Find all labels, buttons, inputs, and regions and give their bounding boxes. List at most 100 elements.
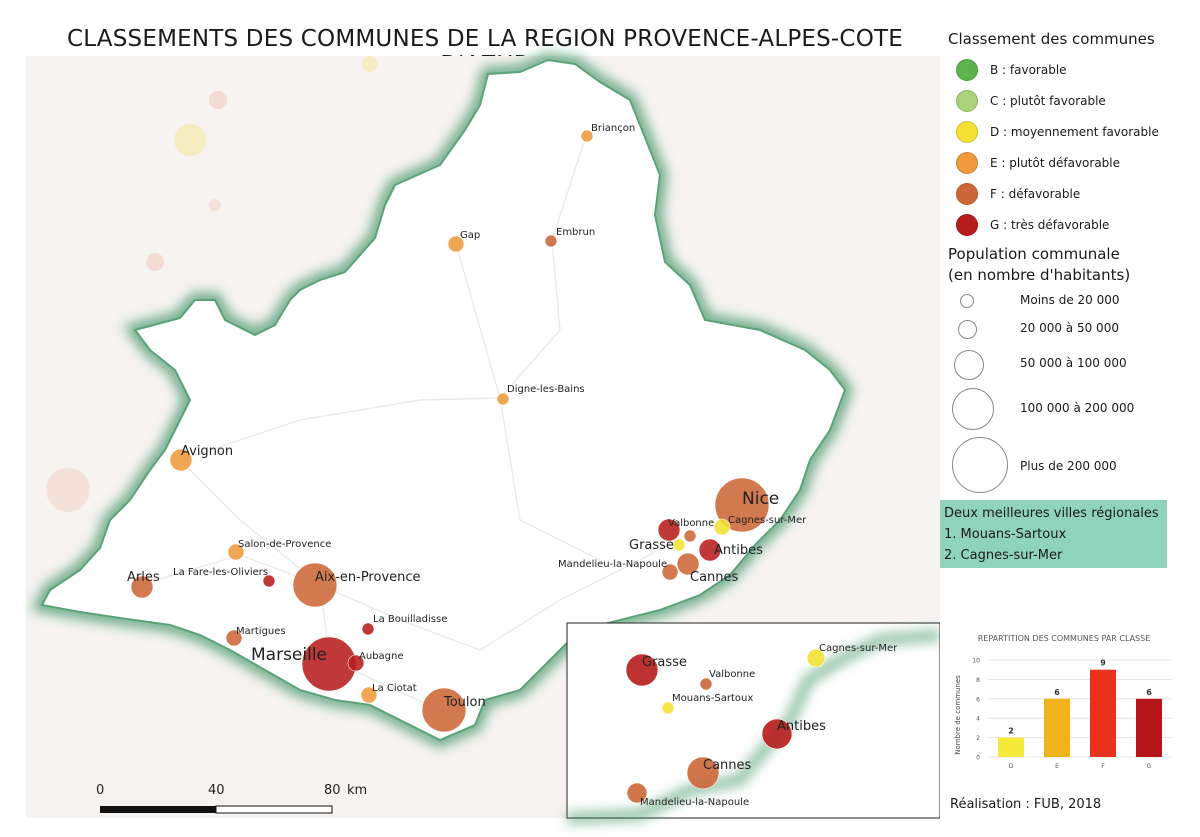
chart-value-label-g: 6 — [1146, 688, 1152, 697]
city-label-la-bouilladisse: La Bouilladisse — [373, 614, 447, 625]
inset-cities-layer: Valbonne Cagnes-sur-Mer Grasse Antibes Mande… — [625, 643, 898, 808]
pop-label-l: 100 000 à 200 000 — [1020, 401, 1135, 415]
chart-ytick-label: 2 — [976, 735, 980, 742]
class-b-swatch — [956, 58, 978, 81]
city-marker-la-fare-les-oliviers — [262, 574, 276, 588]
city-marker-gap — [447, 235, 465, 253]
pop-circle-m — [954, 350, 984, 380]
best-cities-box: Deux meilleures villes régionales 1. Mou… — [940, 500, 1167, 568]
pop-label-m: 50 000 à 100 000 — [1020, 356, 1127, 370]
city-label-valbonne: Valbonne — [668, 518, 714, 529]
city-label-la-fare-les-oliviers: La Fare-les-Oliviers — [173, 567, 268, 578]
chart-ytick-label: 6 — [976, 696, 980, 703]
inset-label-valbonne: Valbonne — [709, 669, 755, 680]
city-marker-grasse — [657, 518, 681, 542]
city-label-mandelieu-la-napoule: Mandelieu-la-Napoule — [558, 559, 667, 570]
city-label-aix-en-provence: Aix-en-Provence — [315, 570, 421, 585]
inset-label-grasse: Grasse — [642, 655, 687, 670]
chart-category-label-e: E — [1055, 763, 1059, 770]
class-g-swatch — [956, 213, 978, 236]
city-label-martigues: Martigues — [236, 626, 286, 637]
pop-size-3: 50 000 à 100 000 — [948, 345, 1198, 383]
pop-circle-s — [958, 320, 977, 339]
chart-ytick-label: 10 — [972, 658, 980, 665]
scale-label-40: 40 — [208, 783, 225, 798]
city-marker-nice — [714, 477, 770, 533]
chart-bar-d — [998, 737, 1024, 757]
city-marker-mandelieu-la-napoule — [661, 563, 679, 581]
city-label-gap: Gap — [460, 230, 480, 241]
best-cities-title: Deux meilleures villes régionales — [944, 506, 1159, 521]
class-e-label: E : plutôt défavorable — [990, 155, 1121, 170]
class-f-swatch — [956, 182, 978, 205]
city-label-arles: Arles — [127, 570, 160, 585]
city-marker-aix-en-provence — [292, 562, 338, 608]
chart-ytick-label: 0 — [976, 755, 980, 762]
city-label-briancon: Briançon — [591, 123, 635, 134]
pop-size-4: 100 000 à 200 000 — [948, 383, 1198, 433]
city-label-nice: Nice — [742, 489, 779, 509]
city-label-digne-les-bains: Digne-les-Bains — [507, 384, 585, 395]
legend-pop-title: Population communale (en nombre d'habita… — [948, 244, 1198, 286]
class-c-swatch — [956, 89, 978, 112]
best-city-2: 2. Cagnes-sur-Mer — [944, 548, 1063, 563]
scale-label-80: 80 — [324, 783, 341, 798]
inset-marker-cagnes-sur-mer — [806, 648, 826, 668]
credit: Réalisation : FUB, 2018 — [950, 797, 1102, 812]
legend-class-b: B : favorable — [948, 54, 1198, 85]
scale-unit: km — [347, 783, 367, 798]
inset-marker-grasse — [625, 653, 659, 687]
class-b-label: B : favorable — [990, 62, 1067, 77]
city-marker-la-bouilladisse — [361, 622, 375, 636]
inset-label-antibes: Antibes — [777, 719, 826, 734]
pop-size-1: Moins de 20 000 — [948, 286, 1198, 313]
inset-label-cannes: Cannes — [703, 758, 752, 773]
city-marker-embrun — [544, 234, 558, 248]
legend-class-c: C : plutôt favorable — [948, 85, 1198, 116]
class-d-swatch — [956, 120, 978, 143]
city-label-cannes: Cannes — [690, 570, 739, 585]
city-marker-briancon — [580, 129, 594, 143]
pop-label-xs: Moins de 20 000 — [1020, 293, 1120, 307]
inset-frame — [566, 622, 940, 819]
chart-category-label-f: F — [1101, 763, 1105, 770]
class-f-label: F : défavorable — [990, 186, 1081, 201]
class-d-label: D : moyennement favorable — [990, 124, 1159, 139]
legend: Classement des communes B : favorable C … — [948, 30, 1198, 493]
city-label-aubagne: Aubagne — [359, 651, 404, 662]
chart-category-label-g: G — [1147, 763, 1152, 770]
pop-title-line-1: Population communale — [948, 245, 1120, 263]
city-marker-cagnes-sur-mer — [713, 518, 731, 536]
scale-bar: 0 40 80 km — [96, 783, 367, 814]
city-label-marseille: Marseille — [251, 645, 327, 665]
region-map: Briançon Embrun Gap Digne-les-Bains Avignon S… — [26, 52, 940, 823]
city-label-embrun: Embrun — [556, 227, 595, 238]
city-marker-mouans-sartoux — [672, 538, 686, 552]
pop-label-s: 20 000 à 50 000 — [1020, 321, 1119, 335]
city-marker-avignon — [169, 448, 193, 472]
city-marker-salon-de-provence — [227, 543, 245, 561]
inset-label-mouans-sartoux: Mouans-Sartoux — [672, 693, 753, 704]
chart-bar-f — [1090, 669, 1116, 757]
legend-class-g: G : très défavorable — [948, 209, 1198, 240]
city-marker-toulon — [421, 687, 467, 733]
city-marker-aubagne — [347, 654, 365, 672]
inset-label-mandelieu-la-napoule: Mandelieu-la-Napoule — [640, 797, 749, 808]
inset-marker-valbonne — [699, 677, 713, 691]
chart-value-label-d: 2 — [1008, 727, 1014, 736]
chart-bar-g — [1136, 698, 1162, 757]
city-label-toulon: Toulon — [443, 695, 486, 710]
chart-bar-e — [1044, 698, 1070, 757]
pop-size-5: Plus de 200 000 — [948, 433, 1198, 493]
city-marker-arles — [130, 575, 154, 599]
city-label-grasse: Grasse — [629, 538, 674, 553]
pop-circle-l — [952, 388, 994, 430]
chart-category-label-d: D — [1009, 763, 1014, 770]
scale-label-0: 0 — [96, 783, 104, 798]
chart-ytick-label: 4 — [976, 716, 980, 723]
class-e-swatch — [956, 151, 978, 174]
pop-label-xl: Plus de 200 000 — [1020, 459, 1117, 473]
chart-ylabel: Nombre de communes — [954, 675, 962, 755]
legend-class-d: D : moyennement favorable — [948, 116, 1198, 147]
city-marker-la-ciotat — [360, 686, 378, 704]
